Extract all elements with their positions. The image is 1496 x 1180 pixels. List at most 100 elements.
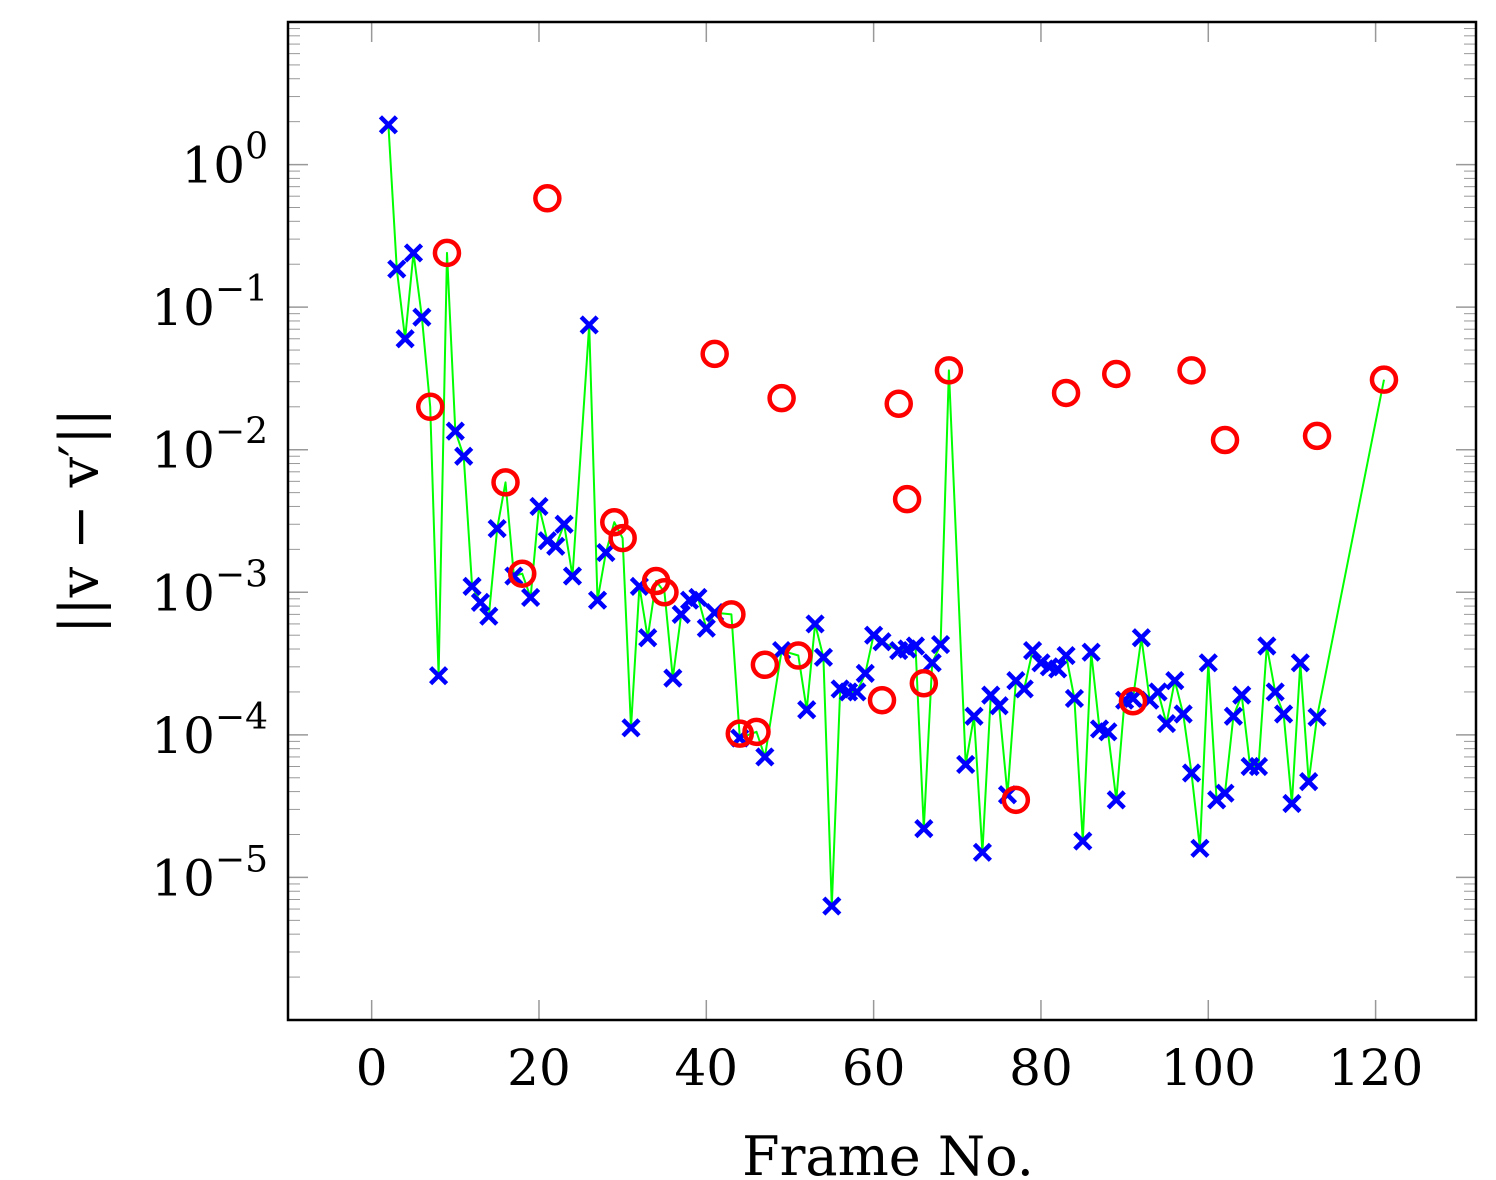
circle-marker xyxy=(508,559,537,588)
cross-marker xyxy=(638,628,658,648)
cross-marker xyxy=(822,896,842,916)
y-tick-exponent: −1 xyxy=(215,269,268,310)
cross-marker xyxy=(1215,783,1235,803)
cross-marker xyxy=(847,682,867,702)
circle-marker xyxy=(491,468,520,497)
circle-marker xyxy=(1177,356,1206,385)
cross-marker xyxy=(1014,679,1034,699)
cross-marker xyxy=(1165,671,1185,691)
circle-marker xyxy=(909,669,939,698)
cross-marker xyxy=(1081,642,1101,662)
cross-marker xyxy=(805,614,825,634)
cross-marker xyxy=(1073,831,1093,851)
y-tick-base: 10 xyxy=(151,849,215,907)
cross-marker xyxy=(1257,636,1277,656)
cross-marker xyxy=(663,668,683,688)
cross-marker xyxy=(462,576,482,596)
circle-marker xyxy=(767,383,796,413)
y-tick-label: 10−2 xyxy=(151,412,268,480)
cross-marker xyxy=(445,421,465,441)
cross-marker xyxy=(387,259,407,279)
circle-marker xyxy=(725,719,755,748)
cross-marker xyxy=(378,115,398,135)
circle-marker xyxy=(1051,378,1081,408)
cross-marker xyxy=(1181,763,1202,783)
y-tick-exponent: −2 xyxy=(215,412,268,453)
circle-marker xyxy=(432,238,462,268)
x-axis-title: Frame No. xyxy=(742,1125,1034,1180)
cross-marker xyxy=(813,647,834,667)
circle-marker xyxy=(884,389,913,419)
cross-marker xyxy=(914,819,934,839)
cross-marker xyxy=(1282,793,1302,814)
cross-marker xyxy=(671,604,691,624)
circle-marker xyxy=(892,484,922,514)
cross-marker xyxy=(1131,628,1151,648)
cross-marker xyxy=(1198,653,1218,673)
cross-marker xyxy=(696,618,716,638)
cross-marker xyxy=(1156,713,1177,734)
circle-marker xyxy=(700,339,729,369)
y-tick-base: 10 xyxy=(151,564,215,622)
circle-marker xyxy=(1102,359,1131,389)
cross-marker xyxy=(429,666,449,686)
x-tick-label: 20 xyxy=(507,1039,571,1097)
circle-marker xyxy=(608,523,637,553)
cross-marker xyxy=(1056,645,1076,666)
cross-marker xyxy=(596,542,616,563)
cross-marker xyxy=(972,842,992,862)
circle-marker xyxy=(750,650,780,680)
x-tick-label: 120 xyxy=(1328,1039,1423,1097)
cross-marker xyxy=(1148,682,1168,702)
cross-marker xyxy=(529,496,549,517)
circle-marker xyxy=(600,507,629,537)
cross-marker xyxy=(1022,640,1043,661)
cross-marker xyxy=(1223,706,1243,726)
cross-marker xyxy=(1064,688,1085,709)
x-tick-label: 80 xyxy=(1009,1039,1073,1097)
cross-marker xyxy=(1265,682,1285,702)
series-line xyxy=(387,124,1385,907)
cross-marker xyxy=(1173,704,1193,724)
cross-marker xyxy=(554,514,574,534)
cross-marker xyxy=(1232,685,1252,705)
cross-marker xyxy=(1248,756,1269,777)
circle-marker xyxy=(650,578,679,607)
circle-marker xyxy=(934,356,964,385)
circle-marker xyxy=(1118,687,1148,716)
y-axis-title: ||v − v′|| xyxy=(48,408,111,634)
circle-marker xyxy=(784,641,813,670)
x-tick-label: 60 xyxy=(842,1039,906,1097)
y-tick-label: 10−5 xyxy=(151,839,268,907)
x-tick-label: 40 xyxy=(674,1039,738,1097)
cross-marker xyxy=(1048,659,1068,679)
cross-marker xyxy=(454,446,474,466)
cross-marker xyxy=(905,636,926,656)
y-tick-label: 10−4 xyxy=(151,697,268,765)
plot-frame xyxy=(286,20,1478,1022)
cross-marker xyxy=(521,587,541,608)
y-tick-base: 10 xyxy=(151,422,215,480)
cross-marker xyxy=(1307,707,1327,727)
cross-marker xyxy=(412,307,432,327)
y-tick-exponent: 0 xyxy=(245,127,268,168)
circle-marker xyxy=(533,184,562,213)
y-tick-exponent: −4 xyxy=(215,697,268,738)
cross-marker xyxy=(470,592,491,612)
cross-marker xyxy=(1098,722,1118,742)
tick-marks xyxy=(288,22,1476,1020)
cross-marker xyxy=(755,747,775,767)
cross-marker xyxy=(479,606,499,626)
cross-marker xyxy=(956,754,976,775)
y-tick-label: 10−1 xyxy=(151,269,268,337)
y-tick-exponent: −5 xyxy=(215,839,268,880)
cross-marker xyxy=(688,587,708,608)
markers-layer xyxy=(378,115,1399,916)
circle-marker xyxy=(1001,785,1031,815)
cross-marker xyxy=(587,590,608,610)
cross-marker xyxy=(1123,688,1143,709)
cross-marker xyxy=(1273,704,1294,724)
cross-marker xyxy=(964,706,984,726)
cross-marker xyxy=(395,329,415,349)
